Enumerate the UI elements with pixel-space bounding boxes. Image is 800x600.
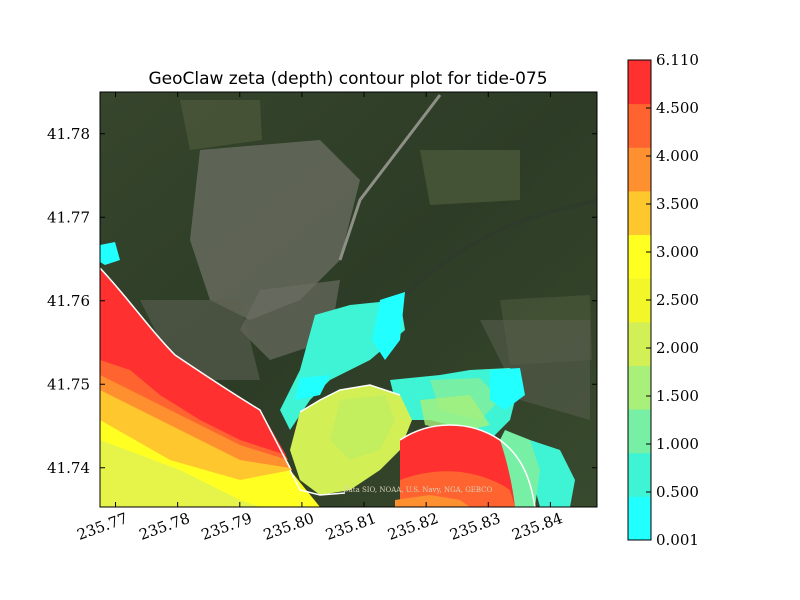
colorbar-label: 3.000	[656, 243, 699, 261]
colorbar-segment	[628, 452, 651, 497]
colorbar-segment	[628, 496, 651, 541]
x-tick-label: 235.84	[509, 509, 564, 544]
y-tick-label: 41.74	[47, 459, 90, 477]
x-tick-label: 235.81	[323, 509, 378, 544]
x-tick-label: 235.80	[261, 509, 316, 544]
x-tick-label: 235.83	[447, 509, 502, 544]
x-tick-label: 235.78	[137, 509, 192, 544]
axes-frame	[99, 91, 598, 508]
chart-title: GeoClaw zeta (depth) contour plot for ti…	[148, 69, 547, 89]
colorbar-segment	[628, 147, 651, 192]
contour-level-6.1-west	[100, 268, 286, 455]
depth-contours	[100, 242, 575, 507]
colorbar-segment	[628, 234, 651, 279]
colorbar-label: 2.000	[656, 339, 699, 357]
colorbar-label: 4.000	[656, 147, 699, 165]
x-tick-label: 235.82	[385, 509, 440, 544]
colorbar-label: 0.500	[656, 483, 699, 501]
colorbar-label: 0.001	[656, 531, 699, 549]
colorbar-label: 1.500	[656, 387, 699, 405]
y-axis-ticks: 41.74 41.75 41.76 41.77 41.78	[47, 125, 597, 477]
x-tick-label: 235.77	[75, 509, 130, 544]
colorbar-segment	[628, 278, 651, 323]
colorbar-segment	[628, 321, 651, 366]
colorbar-segment	[628, 190, 651, 236]
colorbar-segment	[628, 409, 651, 454]
shoreline-lines	[100, 267, 536, 507]
y-tick-label: 41.76	[47, 292, 90, 310]
colorbar-label: 3.500	[656, 195, 699, 213]
colorbar-label: 4.500	[656, 99, 699, 117]
y-tick-label: 41.78	[47, 125, 90, 143]
plot-area: Data SIO, NOAA, U.S. Navy, NGA, GEBCO	[100, 92, 597, 507]
colorbar: 0.001 0.500 1.000 1.500 2.000 2.500 3.000 3.500…	[627, 51, 699, 549]
colorbar-segment	[628, 103, 651, 148]
attribution-text: Data SIO, NOAA, U.S. Navy, NGA, GEBCO	[343, 486, 493, 494]
colorbar-label: 1.000	[656, 435, 699, 453]
y-tick-label: 41.75	[47, 375, 90, 393]
colorbar-label: 2.500	[656, 291, 699, 309]
x-tick-label: 235.79	[199, 509, 254, 544]
colorbar-segment	[628, 60, 651, 105]
y-tick-label: 41.77	[47, 208, 90, 226]
colorbar-segment	[628, 365, 651, 410]
colorbar-label: 6.110	[656, 51, 699, 69]
